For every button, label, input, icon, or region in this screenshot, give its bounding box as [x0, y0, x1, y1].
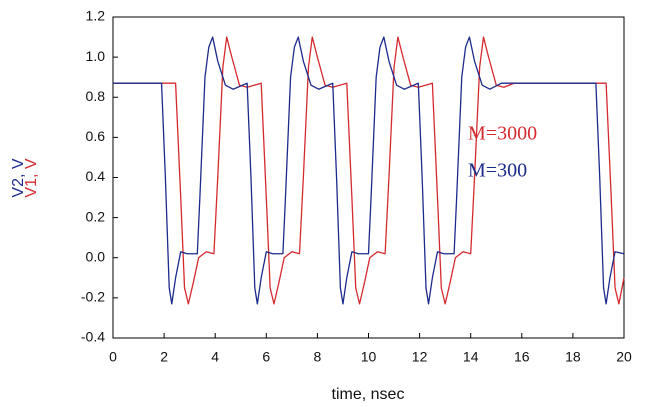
x-tick-label: 4 — [211, 349, 219, 365]
plot-frame — [112, 16, 625, 339]
y-axis-label: V1, V — [23, 158, 40, 197]
y-axis-label: V2, V — [10, 158, 27, 197]
y-tick-label: 0.2 — [86, 208, 106, 224]
x-tick-label: 8 — [314, 349, 322, 365]
y-tick-label: 0.0 — [86, 248, 106, 264]
x-tick-label: 12 — [412, 349, 428, 365]
y-tick-label: 0.6 — [86, 128, 106, 144]
x-tick-label: 18 — [565, 349, 581, 365]
y-tick-label: 0.8 — [86, 88, 106, 104]
x-tick-label: 10 — [361, 349, 377, 365]
x-tick-label: 14 — [463, 349, 479, 365]
y-tick-label: 1.0 — [86, 48, 106, 64]
legend-label: M=3000 — [468, 123, 537, 145]
x-tick-label: 6 — [262, 349, 270, 365]
y-tick-label: -0.4 — [81, 329, 105, 345]
series-line — [113, 36, 625, 305]
x-tick-label: 0 — [109, 349, 117, 365]
y-tick-label: 1.2 — [86, 8, 106, 24]
x-tick-label: 16 — [514, 349, 530, 365]
y-tick-label: 0.4 — [86, 168, 106, 184]
x-tick-label: 2 — [160, 349, 168, 365]
y-tick-label: -0.2 — [81, 289, 105, 305]
x-tick-label: 20 — [616, 349, 632, 365]
series-line — [113, 36, 625, 305]
legend-label: M=300 — [468, 160, 527, 182]
x-axis-label: time, nsec — [332, 386, 405, 403]
